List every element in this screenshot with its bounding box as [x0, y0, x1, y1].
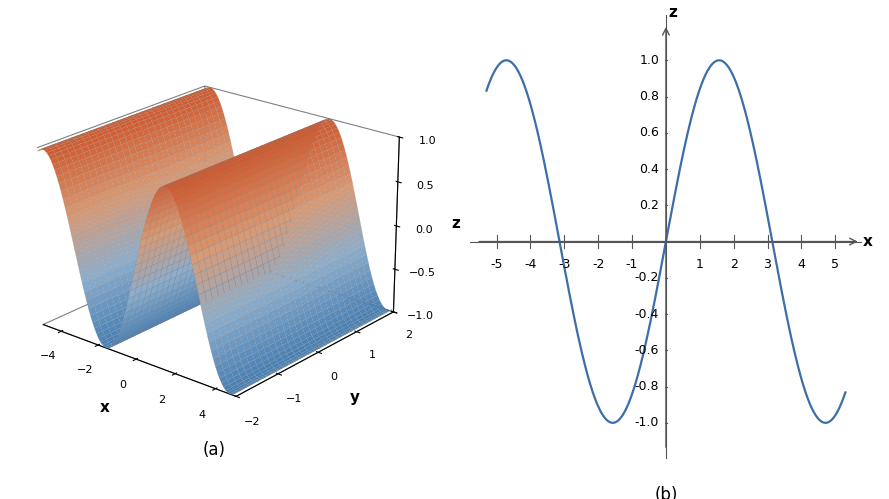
- Text: x: x: [863, 234, 873, 249]
- Text: -5: -5: [491, 258, 503, 271]
- Text: z: z: [669, 5, 677, 20]
- Text: 0.4: 0.4: [639, 163, 659, 176]
- Text: -0.8: -0.8: [635, 380, 659, 393]
- Text: 0.2: 0.2: [639, 199, 659, 212]
- Text: -0.6: -0.6: [635, 344, 659, 357]
- Text: -0.2: -0.2: [635, 271, 659, 284]
- Text: -0.4: -0.4: [635, 307, 659, 320]
- Y-axis label: y: y: [350, 390, 360, 405]
- Text: 1: 1: [696, 258, 704, 271]
- Text: 0.6: 0.6: [639, 126, 659, 139]
- Text: -3: -3: [558, 258, 571, 271]
- Text: -1: -1: [626, 258, 638, 271]
- Text: (a): (a): [203, 441, 226, 459]
- Text: (b): (b): [654, 486, 677, 499]
- Text: 2: 2: [730, 258, 738, 271]
- Text: -1.0: -1.0: [635, 416, 659, 429]
- Text: 5: 5: [831, 258, 839, 271]
- Text: 4: 4: [797, 258, 805, 271]
- Text: 1.0: 1.0: [639, 54, 659, 67]
- Text: -2: -2: [592, 258, 605, 271]
- Text: 3: 3: [764, 258, 772, 271]
- Text: 0.8: 0.8: [639, 90, 659, 103]
- Text: -4: -4: [525, 258, 537, 271]
- X-axis label: x: x: [100, 400, 109, 415]
